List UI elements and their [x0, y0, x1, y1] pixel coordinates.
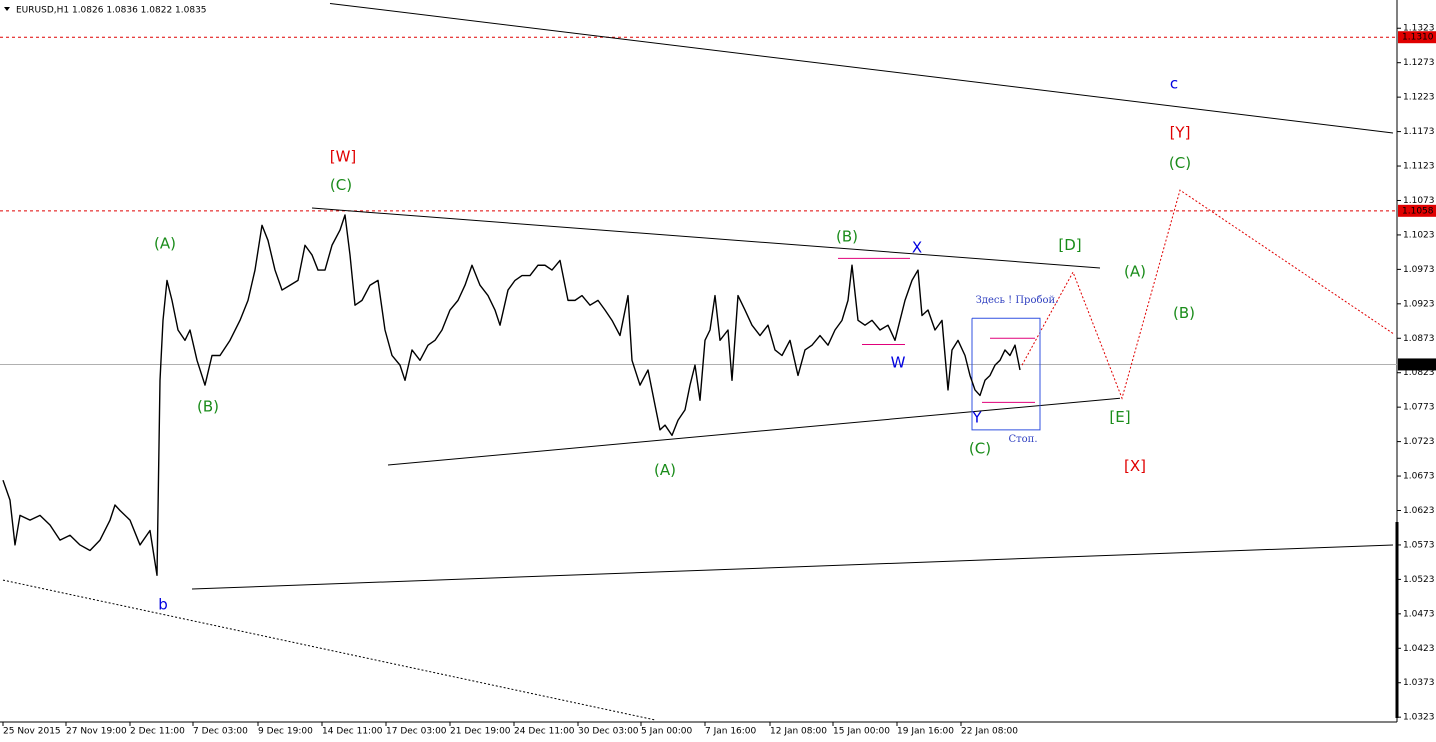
y-tick-label: 1.0573 [1403, 540, 1435, 550]
wave-label: X [912, 239, 922, 257]
y-tick-label: 1.0973 [1403, 265, 1435, 275]
trend-line [2, 579, 656, 721]
y-tick-label: 1.0473 [1403, 609, 1435, 619]
y-tick-label: 1.1323 [1403, 24, 1435, 34]
level-tag [1398, 31, 1436, 44]
y-tick-label: 1.0723 [1403, 437, 1435, 447]
wave-label: [E] [1109, 408, 1130, 426]
wave-label: b [158, 595, 168, 613]
y-tick-label: 1.0873 [1403, 334, 1435, 344]
x-tick-label: 5 Jan 00:00 [641, 727, 693, 737]
x-tick-label: 25 Nov 2015 [3, 727, 61, 737]
x-tick-label: 12 Jan 08:00 [770, 727, 827, 737]
wave-label: (C) [330, 176, 352, 194]
y-tick-label: 1.1073 [1403, 196, 1435, 206]
level-tag [1398, 358, 1436, 371]
wave-label: Здесь ! Пробой. [976, 295, 1059, 306]
y-tick-label: 1.0623 [1403, 506, 1435, 516]
x-tick-label: 7 Jan 16:00 [705, 727, 757, 737]
y-tick-label: 1.1023 [1403, 230, 1435, 240]
wave-label: (C) [969, 440, 991, 458]
wave-label: [W] [330, 148, 357, 166]
x-tick-label: 22 Jan 08:00 [961, 727, 1018, 737]
wave-label: Стоп. [1008, 434, 1037, 445]
wave-label: Y [971, 409, 982, 427]
y-tick-label: 1.0323 [1403, 713, 1435, 723]
x-tick-label: 14 Dec 11:00 [322, 727, 383, 737]
y-tick-label: 1.1223 [1403, 93, 1435, 103]
y-tick-label: 1.1273 [1403, 58, 1435, 68]
y-tick-label: 1.0823 [1403, 368, 1435, 378]
wave-label: (A) [654, 461, 676, 479]
wave-label: (A) [154, 234, 176, 252]
level-tag [1398, 204, 1436, 217]
wave-label: (C) [1169, 154, 1191, 172]
level-label: 1.1058 [1402, 206, 1434, 216]
x-tick-label: 21 Dec 19:00 [450, 727, 511, 737]
y-tick-label: 1.0523 [1403, 575, 1435, 585]
chart-title: EURUSD,H1 1.0826 1.0836 1.0822 1.0835 [16, 6, 207, 16]
wave-label: (B) [836, 227, 858, 245]
wave-label: [Y] [1170, 123, 1191, 141]
wave-label: (A) [1124, 263, 1146, 281]
trend-line [1021, 189, 1394, 400]
x-tick-label: 2 Dec 11:00 [130, 727, 185, 737]
wave-label: [D] [1058, 236, 1081, 254]
x-tick-label: 15 Jan 00:00 [833, 727, 890, 737]
y-tick-label: 1.0373 [1403, 678, 1435, 688]
y-tick-label: 1.0673 [1403, 472, 1435, 482]
y-tick-label: 1.0923 [1403, 299, 1435, 309]
x-tick-label: 19 Jan 16:00 [897, 727, 954, 737]
x-tick-label: 24 Dec 11:00 [514, 727, 575, 737]
menu-arrow [4, 7, 10, 11]
x-tick-label: 30 Dec 03:00 [578, 727, 639, 737]
y-tick-label: 1.0423 [1403, 644, 1435, 654]
wave-label: c [1170, 75, 1178, 93]
level-label: 1.0835 [1402, 360, 1434, 370]
level-label: 1.1310 [1402, 33, 1434, 43]
trend-line [971, 317, 1041, 431]
wave-label: W [891, 354, 906, 372]
wave-label: [X] [1124, 457, 1146, 475]
x-tick-label: 17 Dec 03:00 [386, 727, 447, 737]
trend-line [311, 207, 1101, 269]
y-tick-label: 1.1123 [1403, 162, 1435, 172]
y-tick-label: 1.0773 [1403, 403, 1435, 413]
wave-label: (B) [1173, 304, 1195, 322]
trend-line [191, 544, 1394, 590]
x-tick-label: 9 Dec 19:00 [258, 727, 313, 737]
x-tick-label: 27 Nov 19:00 [66, 727, 127, 737]
price-line [2, 214, 1021, 576]
wave-label: (B) [197, 398, 219, 416]
y-tick-label: 1.1173 [1403, 127, 1435, 137]
trend-line [329, 2, 1394, 134]
x-tick-label: 7 Dec 03:00 [193, 727, 248, 737]
trend-line [387, 397, 1121, 466]
